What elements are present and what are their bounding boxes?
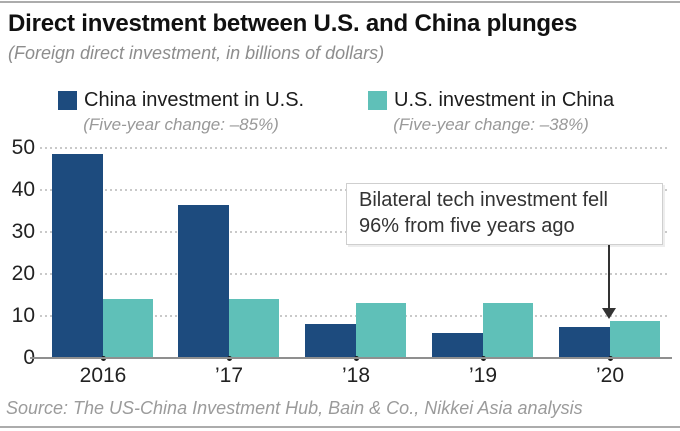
x-tick-’18: ’18 [341, 364, 371, 387]
bar-china-in-us-’20 [559, 327, 610, 358]
legend-item-china-investment: China investment in U.S. (Five-year chan… [58, 89, 304, 135]
bar-china-in-us-’17 [178, 205, 229, 358]
bar-china-in-us-’19 [432, 333, 483, 358]
bar-us-in-china-’19 [483, 303, 533, 358]
legend-item-us-investment: U.S. investment in China (Five-year chan… [368, 89, 614, 135]
legend-row: U.S. investment in China [368, 89, 614, 112]
gridline-20 [40, 273, 668, 275]
y-tick-10: 10 [11, 304, 35, 327]
legend-sublabel: (Five-year change: –38%) [393, 115, 589, 134]
china-series-swatch [58, 91, 77, 110]
bottom-rule [0, 426, 680, 428]
y-tick-0: 0 [0, 346, 35, 370]
bar-us-in-china-’17 [229, 299, 279, 358]
chart-subtitle: (Foreign direct investment, in billions … [8, 43, 385, 63]
x-tick-’17: ’17 [214, 364, 244, 387]
legend-row: China investment in U.S. [58, 89, 304, 112]
y-tick-20: 20 [11, 262, 35, 285]
legend-label: China investment in U.S. [84, 89, 305, 111]
annotation-line2: 96% from five years ago [359, 215, 575, 237]
gridline-10 [40, 315, 668, 317]
top-rule [0, 1, 680, 3]
annotation-arrow-head-icon [602, 308, 616, 319]
bar-us-in-china-’18 [356, 303, 406, 358]
x-tick-2016: 2016 [79, 364, 127, 387]
x-tick-’19: ’19 [468, 364, 498, 387]
us-series-swatch [368, 91, 387, 110]
gridline-50 [40, 147, 668, 149]
legend-sublabel: (Five-year change: –85%) [83, 115, 279, 134]
y-tick-50: 50 [11, 136, 35, 159]
annotation-arrow-line [608, 243, 610, 309]
bar-us-in-china-’20 [610, 321, 660, 358]
chart-title: Direct investment between U.S. and China… [8, 10, 578, 37]
x-tick-’20: ’20 [595, 364, 625, 387]
annotation-box: Bilateral tech investment fell 96% from … [346, 183, 663, 245]
bar-china-in-us-’18 [305, 324, 356, 358]
source-note: Source: The US-China Investment Hub, Bai… [6, 398, 583, 418]
bar-us-in-china-2016 [103, 299, 153, 358]
x-axis-line [30, 357, 672, 359]
annotation-line1: Bilateral tech investment fell [359, 189, 609, 211]
y-tick-40: 40 [11, 178, 35, 201]
y-tick-30: 30 [11, 220, 35, 243]
bar-china-in-us-2016 [52, 154, 103, 358]
legend-label: U.S. investment in China [394, 89, 615, 111]
